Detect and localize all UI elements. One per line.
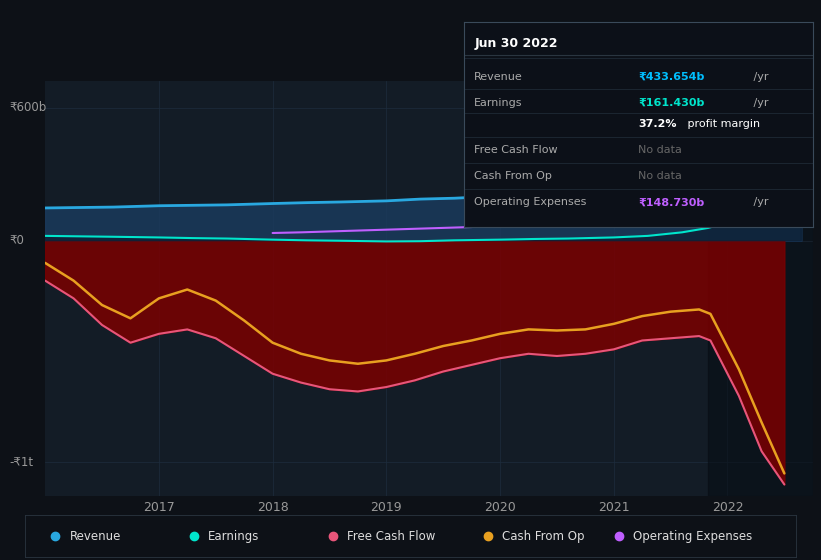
Text: Cash From Op: Cash From Op — [475, 171, 553, 181]
Text: Jun 30 2022: Jun 30 2022 — [475, 37, 557, 50]
Text: No data: No data — [639, 171, 682, 181]
Text: Cash From Op: Cash From Op — [502, 530, 584, 543]
Text: No data: No data — [639, 145, 682, 155]
Text: Free Cash Flow: Free Cash Flow — [475, 145, 558, 155]
Text: Revenue: Revenue — [70, 530, 121, 543]
Text: Operating Expenses: Operating Expenses — [475, 197, 587, 207]
Text: Earnings: Earnings — [475, 98, 523, 108]
Text: /yr: /yr — [750, 197, 768, 207]
Text: ₹600b: ₹600b — [10, 101, 47, 114]
Text: profit margin: profit margin — [684, 119, 759, 129]
Text: Revenue: Revenue — [475, 72, 523, 82]
Text: Earnings: Earnings — [209, 530, 259, 543]
Text: ₹0: ₹0 — [10, 234, 25, 248]
Text: Operating Expenses: Operating Expenses — [633, 530, 752, 543]
Text: Free Cash Flow: Free Cash Flow — [347, 530, 436, 543]
Text: 37.2%: 37.2% — [639, 119, 677, 129]
Text: /yr: /yr — [750, 72, 768, 82]
Text: -₹1t: -₹1t — [10, 456, 34, 469]
Text: /yr: /yr — [750, 98, 768, 108]
Text: ₹148.730b: ₹148.730b — [639, 197, 704, 207]
Text: ₹433.654b: ₹433.654b — [639, 72, 704, 82]
Bar — [709, 81, 813, 496]
Text: ₹161.430b: ₹161.430b — [639, 98, 704, 108]
